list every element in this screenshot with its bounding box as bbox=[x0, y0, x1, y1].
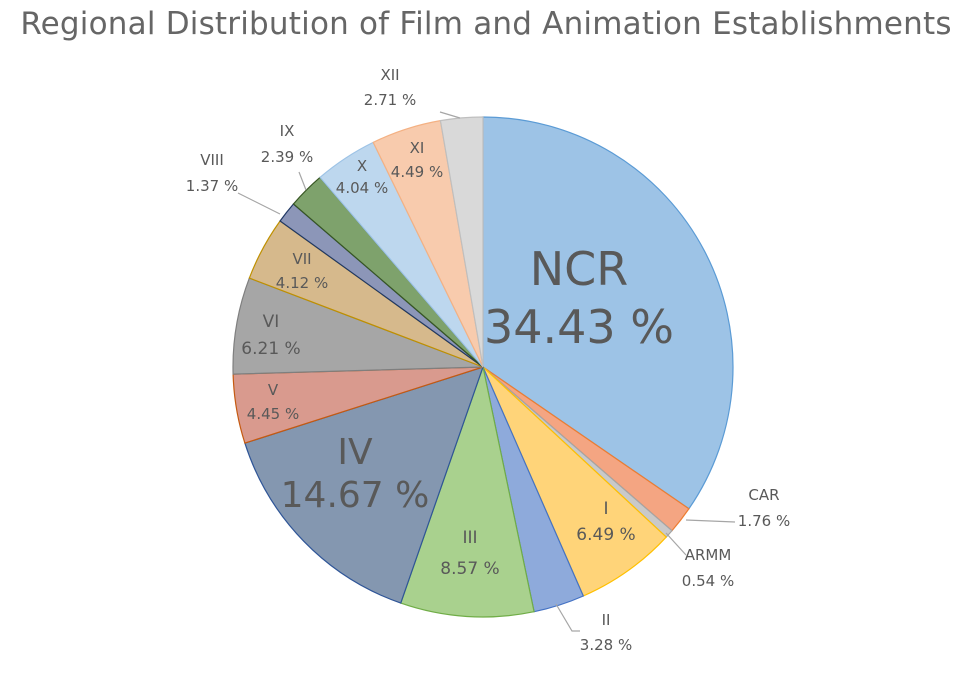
chart-title: Regional Distribution of Film and Animat… bbox=[20, 6, 952, 42]
leader-line-ix bbox=[298, 171, 307, 191]
slice-label-v: V bbox=[268, 381, 279, 399]
slice-value-i: 6.49 % bbox=[576, 525, 635, 545]
slice-label-viii: VIII bbox=[200, 151, 224, 169]
slice-label-vi: VI bbox=[263, 312, 280, 332]
slice-value-armm: 0.54 % bbox=[682, 572, 734, 590]
leader-line-viii bbox=[237, 192, 281, 215]
pie-slice-iii bbox=[399, 364, 535, 618]
slice-label-iv: IV bbox=[337, 432, 373, 473]
pie-slice-xii bbox=[439, 116, 484, 368]
slice-value-ncr: 34.43 % bbox=[484, 300, 674, 354]
slice-label-armm: ARMM bbox=[685, 546, 732, 564]
slice-label-xi: XI bbox=[410, 139, 425, 157]
slice-value-iii: 8.57 % bbox=[440, 559, 499, 579]
slice-value-xii: 2.71 % bbox=[364, 91, 416, 109]
slice-value-v: 4.45 % bbox=[247, 405, 299, 423]
slice-value-vi: 6.21 % bbox=[241, 339, 300, 359]
slice-value-car: 1.76 % bbox=[738, 512, 790, 530]
slice-value-iv: 14.67 % bbox=[281, 475, 430, 516]
slice-value-viii: 1.37 % bbox=[186, 177, 238, 195]
leader-line-ii bbox=[555, 603, 580, 632]
slice-value-vii: 4.12 % bbox=[276, 274, 328, 292]
slice-value-x: 4.04 % bbox=[336, 179, 388, 197]
pie-slice-ncr bbox=[482, 116, 734, 510]
slice-label-xii: XII bbox=[380, 66, 399, 84]
slice-label-i: I bbox=[603, 499, 608, 519]
leader-line-armm bbox=[665, 532, 687, 556]
slice-label-ncr: NCR bbox=[530, 242, 629, 296]
slice-value-xi: 4.49 % bbox=[391, 163, 443, 181]
slice-label-ii: II bbox=[602, 611, 611, 629]
slice-label-car: CAR bbox=[748, 486, 779, 504]
slice-label-vii: VII bbox=[292, 250, 311, 268]
slice-label-x: X bbox=[357, 157, 367, 175]
slice-value-ii: 3.28 % bbox=[580, 636, 632, 654]
slice-label-iii: III bbox=[462, 528, 477, 548]
slice-label-ix: IX bbox=[280, 122, 295, 140]
slice-value-ix: 2.39 % bbox=[261, 148, 313, 166]
leader-line-xii bbox=[439, 111, 461, 119]
leader-line-car bbox=[685, 519, 736, 523]
pie-slice-iv bbox=[244, 366, 484, 604]
